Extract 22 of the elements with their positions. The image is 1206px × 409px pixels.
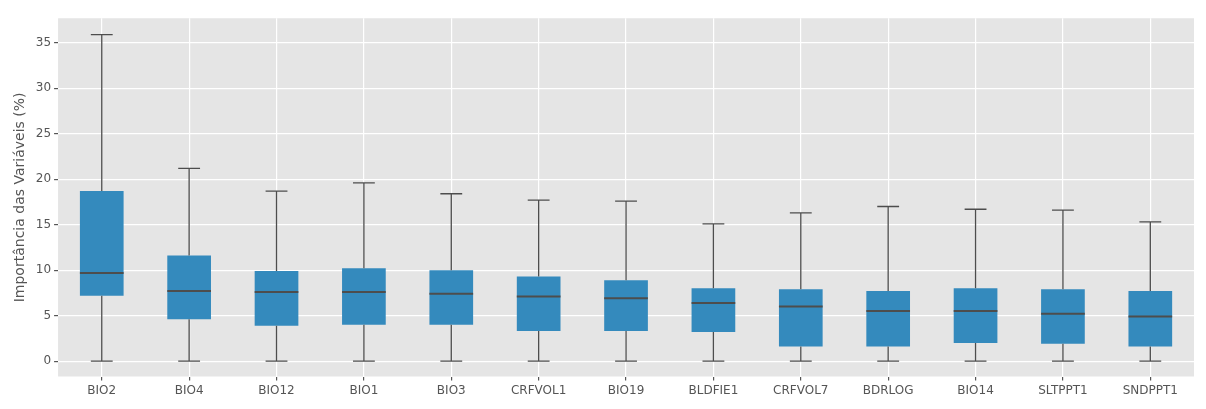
x-tick-label: CRFVOL1	[510, 382, 567, 397]
x-tick-label: BIO2	[87, 382, 117, 397]
x-tick-label: BIO19	[607, 382, 645, 397]
x-tick-label: BIO1	[349, 382, 379, 397]
x-tick-label: SNDPPT1	[1122, 382, 1178, 397]
x-tick-label: SLTPPT1	[1038, 382, 1088, 397]
y-tick-label: 10	[35, 262, 52, 277]
x-tick-label: CRFVOL7	[773, 382, 829, 397]
x-tick-label: BLDFIE1	[688, 382, 739, 397]
x-tick-label: BIO4	[174, 382, 204, 397]
x-tick-label: BDRLOG	[862, 382, 914, 397]
y-tick-label: 5	[43, 307, 52, 322]
y-tick-label: 25	[35, 125, 52, 140]
x-tick-label: BIO3	[436, 382, 466, 397]
y-tick-label: 30	[35, 80, 52, 95]
x-tick-label: BIO14	[957, 382, 994, 397]
y-tick-label: 35	[35, 34, 52, 49]
y-tick-label: 0	[43, 353, 52, 368]
y-tick-label: 15	[35, 216, 52, 231]
y-axis-title: Importância das Variáveis (%)	[11, 92, 28, 303]
y-tick-label: 20	[35, 171, 52, 186]
x-tick-label: BIO12	[258, 382, 295, 397]
